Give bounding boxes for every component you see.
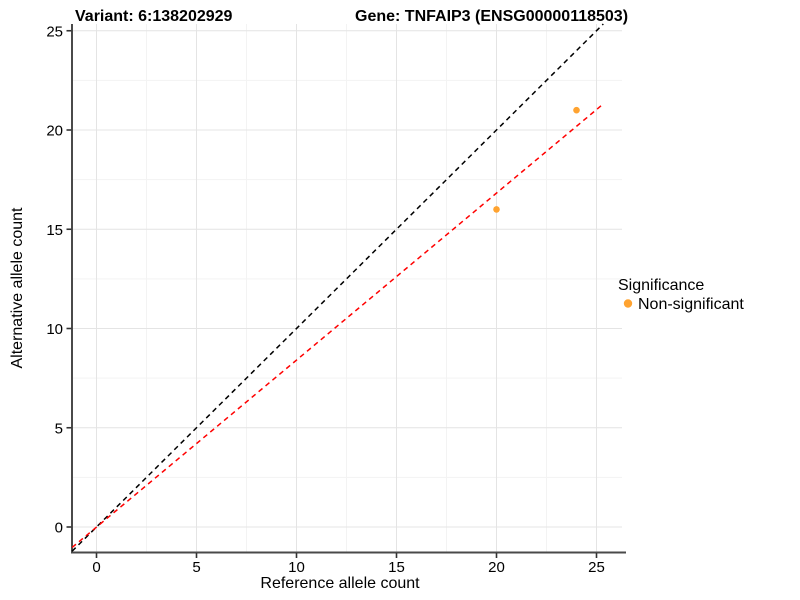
data-point (573, 106, 580, 114)
axis-lines (71, 24, 626, 554)
y-tick-label: 15 (46, 222, 63, 239)
x-tick-label: 10 (288, 559, 305, 576)
y-tick-label: 0 (55, 520, 63, 537)
legend: Significance Non-significant (618, 277, 744, 313)
legend-key-dot (623, 299, 633, 308)
reference-lines (71, 23, 604, 552)
x-axis-title: Reference allele count (260, 575, 420, 592)
x-tick-label: 20 (488, 559, 505, 576)
plot-title-variant: Variant: 6:138202929 (75, 8, 233, 25)
data-points (493, 106, 580, 213)
legend-item-label: Non-significant (638, 296, 744, 313)
y-tick-label: 25 (46, 23, 63, 40)
y-tick-label: 20 (46, 123, 63, 140)
y-tick-label: 5 (55, 420, 63, 437)
x-tick-marks (95, 553, 598, 558)
x-tick-label: 0 (92, 559, 100, 576)
y-tick-labels: 0 5 10 15 20 25 (46, 23, 63, 536)
x-tick-labels: 0 5 10 15 20 25 (92, 559, 605, 576)
x-tick-label: 15 (388, 559, 405, 576)
identity-line (71, 23, 604, 552)
y-tick-marks (66, 29, 72, 528)
legend-title: Significance (618, 277, 704, 294)
plot-title-gene: Gene: TNFAIP3 (ENSG00000118503) (355, 8, 628, 25)
gridlines-major (72, 24, 622, 552)
gridlines-minor (72, 24, 622, 552)
y-tick-label: 10 (46, 321, 63, 338)
x-tick-label: 25 (588, 559, 605, 576)
x-tick-label: 5 (192, 559, 200, 576)
data-point (493, 206, 500, 213)
allelic-ratio-line (71, 104, 603, 549)
y-axis-title: Alternative allele count (9, 207, 26, 369)
